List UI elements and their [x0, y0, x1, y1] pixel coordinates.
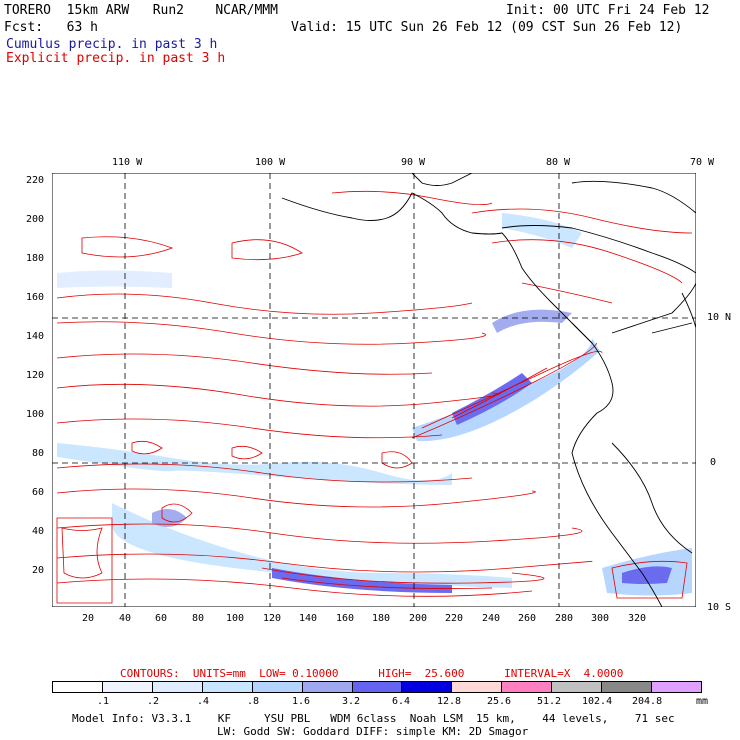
y-tick: 60: [32, 487, 45, 498]
y-tick: 180: [26, 253, 45, 264]
title-line: TORERO 15km ARW Run2 NCAR/MMM: [4, 3, 278, 18]
y-tick: 80: [32, 448, 45, 459]
legend-swatch: [452, 682, 503, 692]
explicit-contours: [56, 190, 693, 604]
legend-unit: mm: [696, 696, 709, 707]
x-tick: 160: [336, 613, 355, 624]
legend-swatch: [53, 682, 103, 692]
x-tick: 120: [263, 613, 282, 624]
y-tick: 200: [26, 214, 45, 225]
y-tick: 100: [26, 409, 45, 420]
legend-swatch: [352, 682, 403, 692]
lat-label: 10 S: [707, 602, 732, 613]
x-tick: 200: [409, 613, 428, 624]
forecast-hour: Fcst: 63 h: [4, 20, 98, 35]
lon-label: 70 W: [690, 157, 715, 168]
legend-label: 6.4: [392, 696, 411, 707]
legend-swatch: [152, 682, 203, 692]
lon-label: 80 W: [546, 157, 571, 168]
legend-swatch: [552, 682, 603, 692]
precip-map: [52, 173, 696, 607]
x-tick: 20: [82, 613, 95, 624]
x-tick: 80: [192, 613, 205, 624]
legend-swatch: [202, 682, 253, 692]
x-tick: 320: [628, 613, 647, 624]
legend-label: 25.6: [487, 696, 512, 707]
legend-label: .1: [97, 696, 110, 707]
lon-label: 100 W: [255, 157, 286, 168]
model-info: Model Info: V3.3.1 KF YSU PBL WDM 6class…: [72, 712, 675, 725]
legend-swatch: [302, 682, 353, 692]
lat-label: 10 N: [707, 312, 732, 323]
precip-legend-bar: [52, 681, 702, 693]
x-tick: 140: [299, 613, 318, 624]
legend-swatch: [502, 682, 553, 692]
legend-label: 51.2: [537, 696, 562, 707]
legend-swatch: [602, 682, 653, 692]
legend-label: 3.2: [342, 696, 361, 707]
legend-swatch: [252, 682, 303, 692]
x-tick: 300: [591, 613, 610, 624]
legend-label: 204.8: [632, 696, 663, 707]
legend-label: .8: [247, 696, 260, 707]
valid-time: Valid: 15 UTC Sun 26 Feb 12 (09 CST Sun …: [291, 20, 683, 35]
latlon-grid: [52, 173, 696, 607]
contours-info: CONTOURS: UNITS=mm LOW= 0.10000 HIGH= 25…: [120, 667, 624, 680]
explicit-label: Explicit precip. in past 3 h: [6, 51, 226, 66]
y-tick: 120: [26, 370, 45, 381]
coastlines: [281, 173, 696, 607]
legend-swatch: [102, 682, 153, 692]
y-tick: 40: [32, 526, 45, 537]
x-tick: 280: [555, 613, 574, 624]
legend-swatch: [402, 682, 453, 692]
physics-info: LW: Godd SW: Goddard DIFF: simple KM: 2D…: [217, 725, 529, 738]
lat-label: 0: [710, 457, 717, 468]
x-tick: 40: [119, 613, 132, 624]
y-tick: 20: [32, 565, 45, 576]
lon-label: 90 W: [401, 157, 426, 168]
x-tick: 60: [155, 613, 168, 624]
cumulus-label: Cumulus precip. in past 3 h: [6, 37, 218, 52]
x-tick: 100: [226, 613, 245, 624]
x-tick: 220: [445, 613, 464, 624]
legend-label: 1.6: [292, 696, 311, 707]
legend-swatch: [652, 682, 701, 692]
legend-label: 102.4: [582, 696, 613, 707]
x-tick: 260: [518, 613, 537, 624]
y-tick: 220: [26, 175, 45, 186]
x-tick: 240: [482, 613, 501, 624]
y-tick: 160: [26, 292, 45, 303]
legend-label: .2: [147, 696, 160, 707]
y-tick: 140: [26, 331, 45, 342]
lon-label: 110 W: [112, 157, 143, 168]
init-time: Init: 00 UTC Fri 24 Feb 12: [506, 3, 710, 18]
x-tick: 180: [372, 613, 391, 624]
legend-label: .4: [197, 696, 210, 707]
legend-label: 12.8: [437, 696, 462, 707]
